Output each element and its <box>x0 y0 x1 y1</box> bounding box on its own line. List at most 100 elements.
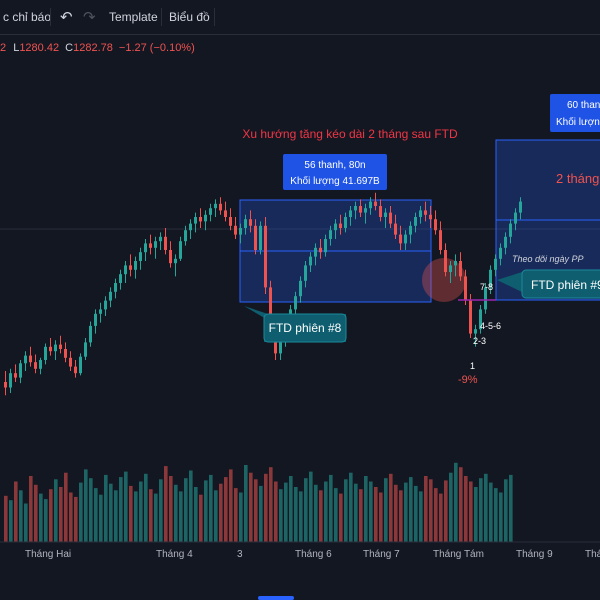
candle-body <box>339 223 342 228</box>
box1-label-line1: 56 thanh, 80n <box>304 160 365 171</box>
candle-body <box>19 363 22 378</box>
candle-body <box>44 346 47 360</box>
volume-bar <box>129 485 133 542</box>
volume-bar <box>119 477 123 542</box>
chart-type-button[interactable]: Biểu đồ <box>169 10 210 24</box>
candle-body <box>174 258 177 264</box>
volume-bar <box>249 472 253 542</box>
template-button[interactable]: Template <box>109 10 158 24</box>
volume-bar <box>264 473 268 542</box>
candle-body <box>414 217 417 226</box>
candle-body <box>299 280 302 297</box>
indicators-button[interactable]: c chỉ báo <box>3 10 52 24</box>
candle-body <box>209 208 212 215</box>
volume-bar <box>494 488 498 542</box>
candle-body <box>264 225 267 288</box>
x-axis-label: Tháng <box>585 549 600 560</box>
x-axis: Tháng Hai Tháng 4 3 Tháng 6 Tháng 7 Thán… <box>25 549 600 560</box>
candle-body <box>369 201 372 209</box>
box2-label[interactable]: 60 thanh Khối lượn <box>550 94 600 132</box>
volume-bar <box>374 487 378 542</box>
volume-bar <box>364 476 368 542</box>
candle-body <box>29 355 32 363</box>
volume-bar <box>49 489 53 542</box>
redo-icon[interactable]: ↷ <box>83 9 96 26</box>
volume-bar <box>309 471 313 542</box>
candle-body <box>389 212 392 224</box>
x-axis-label: Tháng Hai <box>25 549 71 560</box>
watch-pp-note[interactable]: Theo dõi ngày PP <box>512 254 584 264</box>
candle-body <box>259 225 262 250</box>
toolbar-divider <box>50 8 51 26</box>
box1-label[interactable]: 56 thanh, 80n Khối lượng 41.697B <box>283 154 387 190</box>
volume-bar <box>284 482 288 542</box>
volume-bar <box>209 474 213 542</box>
candle-body <box>59 344 62 349</box>
candle-body <box>444 250 447 272</box>
candle-body <box>494 258 497 270</box>
volume-bar <box>84 469 88 542</box>
candle-body <box>449 265 452 272</box>
toolbar-divider <box>214 8 215 26</box>
candle-body <box>109 291 112 301</box>
volume-bar <box>69 492 73 542</box>
ohlc-change: −1.27 (−0.10%) <box>118 42 195 54</box>
count-7-8: 7-8 <box>480 282 493 292</box>
ftd9-callout-text: FTD phiên #9 <box>531 278 600 292</box>
volume-bar <box>29 476 33 542</box>
volume-bar <box>319 490 323 542</box>
volume-bar <box>79 482 83 542</box>
candle-body <box>419 210 422 217</box>
volume-bar <box>159 479 163 542</box>
candle-body <box>214 203 217 209</box>
candle-body <box>509 223 512 237</box>
volume-bar <box>324 481 328 542</box>
volume-bar <box>114 490 118 542</box>
candle-body <box>219 203 222 211</box>
volume-bar <box>304 478 308 542</box>
ftd8-callout[interactable]: FTD phiên #8 <box>244 306 347 343</box>
candle-body <box>479 309 482 330</box>
candle-body <box>84 342 87 357</box>
volume-bar <box>449 472 453 542</box>
volume-bar <box>404 482 408 542</box>
price-chart[interactable]: Xu hướng tăng kéo dài 2 tháng sau FTD 56… <box>0 34 600 592</box>
candle-body <box>459 261 462 277</box>
count-4-5-6: 4-5-6 <box>480 321 501 331</box>
trend-annotation[interactable]: Xu hướng tăng kéo dài 2 tháng sau FTD <box>242 127 458 141</box>
candle-body <box>464 276 467 301</box>
volume-bar <box>409 477 413 542</box>
volume-bar <box>179 491 183 542</box>
box2-label-line2: Khối lượn <box>556 116 600 128</box>
volume-bar <box>134 491 138 542</box>
volume-bar <box>164 466 168 542</box>
volume-bar <box>169 476 173 542</box>
candle-body <box>134 261 137 270</box>
volume-bar <box>379 492 383 542</box>
box2-label-line1: 60 thanh <box>567 100 600 111</box>
candle-body <box>344 217 347 228</box>
volume-bar <box>334 488 338 542</box>
candle-body <box>229 217 232 226</box>
volume-bar <box>174 484 178 542</box>
candle-body <box>24 355 27 364</box>
box2-inner-text: 2 tháng <box>556 171 599 186</box>
volume-bar <box>124 471 128 542</box>
candle-body <box>149 243 152 248</box>
volume-bar <box>394 484 398 542</box>
bottom-scroll-indicator[interactable] <box>258 596 294 600</box>
candle-body <box>119 274 122 283</box>
undo-icon[interactable]: ↶ <box>60 9 73 26</box>
volume-bar <box>369 481 373 542</box>
volume-bar <box>459 467 463 542</box>
volume-bar <box>254 479 258 542</box>
candle-body <box>249 219 252 226</box>
ftd9-callout[interactable]: FTD phiên #9 <box>497 269 600 299</box>
candle-body <box>4 382 7 388</box>
candle-body <box>189 223 192 231</box>
candle-body <box>409 225 412 235</box>
volume-bar <box>44 499 48 542</box>
volume-bar <box>434 488 438 542</box>
volume-bar <box>189 470 193 542</box>
candle-body <box>114 283 117 292</box>
